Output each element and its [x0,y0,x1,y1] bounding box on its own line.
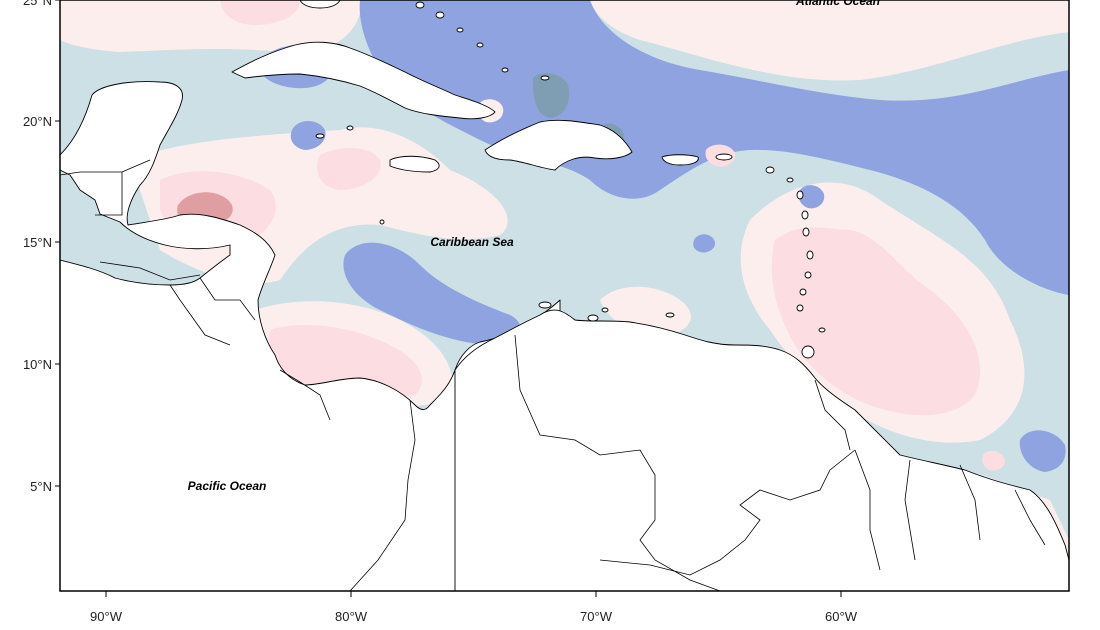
x-tick-80w: 80°W [335,609,368,624]
y-tick-15n: 15°N [23,235,52,250]
field-dark-blue-spot-1 [290,121,326,150]
field-light-pink-south-coast [269,325,422,398]
field-light-pink-guiana [982,450,1006,471]
land-hispaniola [484,119,633,171]
y-tick-10n: 10°N [23,357,52,372]
field-dark-blue-spot-4 [1019,430,1066,472]
x-tick-70w: 70°W [580,609,613,624]
land-puerto-rico [661,154,699,166]
land-cuba [231,41,496,120]
x-tick-60w: 60°W [825,609,858,624]
lesser-antilles-islands [315,1,826,359]
country-borders [60,159,1046,591]
field-dark-blue-spot-5 [798,185,825,209]
label-atlantic-ocean: Atlantic Ocean [795,0,880,8]
x-axis: 90°W 80°W 70°W 60°W [90,591,858,624]
field-light-pink-jamaica [316,148,381,190]
plot-frame [59,0,1070,592]
y-axis: 25°N 20°N 15°N 10°N 5°N [23,0,60,494]
label-caribbean-sea: Caribbean Sea [430,235,514,249]
y-tick-20n: 20°N [23,114,52,129]
land-south-america [454,309,1069,591]
land-central-america [60,81,561,591]
field-dark-blue-west-caribbean [343,242,521,345]
land-florida-keys [299,0,341,9]
field-very-light-pink-north [590,0,1069,81]
field-dark-blue-spot-2 [693,234,716,253]
field-light-pink-nw [220,0,300,25]
x-tick-90w: 90°W [90,609,123,624]
land-jamaica [389,155,440,173]
field-light-pink-east [771,227,980,416]
field-gray-blue-spot-1 [532,73,570,118]
label-pacific-ocean: Pacific Ocean [188,479,267,493]
y-tick-25n: 25°N [23,0,52,8]
y-tick-5n: 5°N [30,479,52,494]
anomaly-field [60,0,1069,591]
